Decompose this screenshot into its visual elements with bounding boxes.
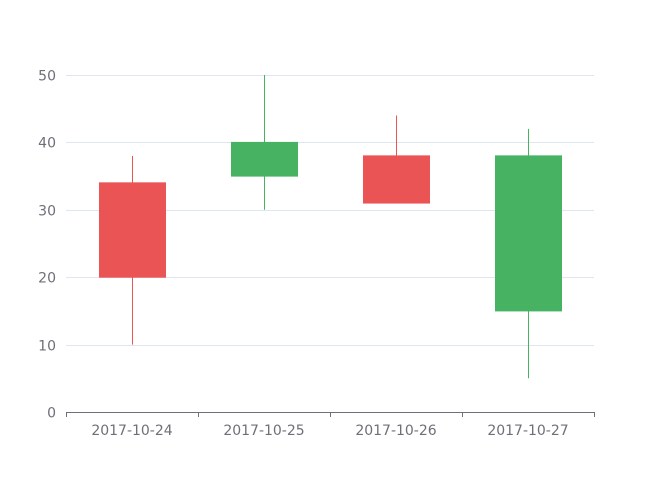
x-tick-label: 2017-10-26 [355,423,436,439]
y-tick-label: 30 [38,204,56,220]
y-tick-label: 10 [38,339,56,355]
x-tick-label: 2017-10-27 [487,423,568,439]
y-axis: 0 10 20 30 40 50 [38,69,56,422]
y-tick-label: 20 [38,271,56,287]
candles [99,75,562,379]
candle-body-2017-10-24[interactable] [99,182,166,278]
y-tick-label: 40 [38,136,56,152]
x-tick-label: 2017-10-25 [223,423,304,439]
y-tick-label: 50 [38,69,56,85]
candle-body-2017-10-27[interactable] [495,155,562,312]
candle-body-2017-10-25[interactable] [231,141,298,177]
x-axis: 2017-10-24 2017-10-25 2017-10-26 2017-10-27 [66,412,595,439]
x-tick-label: 2017-10-24 [91,423,172,439]
candle-body-2017-10-26[interactable] [363,155,430,204]
y-tick-label: 0 [47,406,56,422]
